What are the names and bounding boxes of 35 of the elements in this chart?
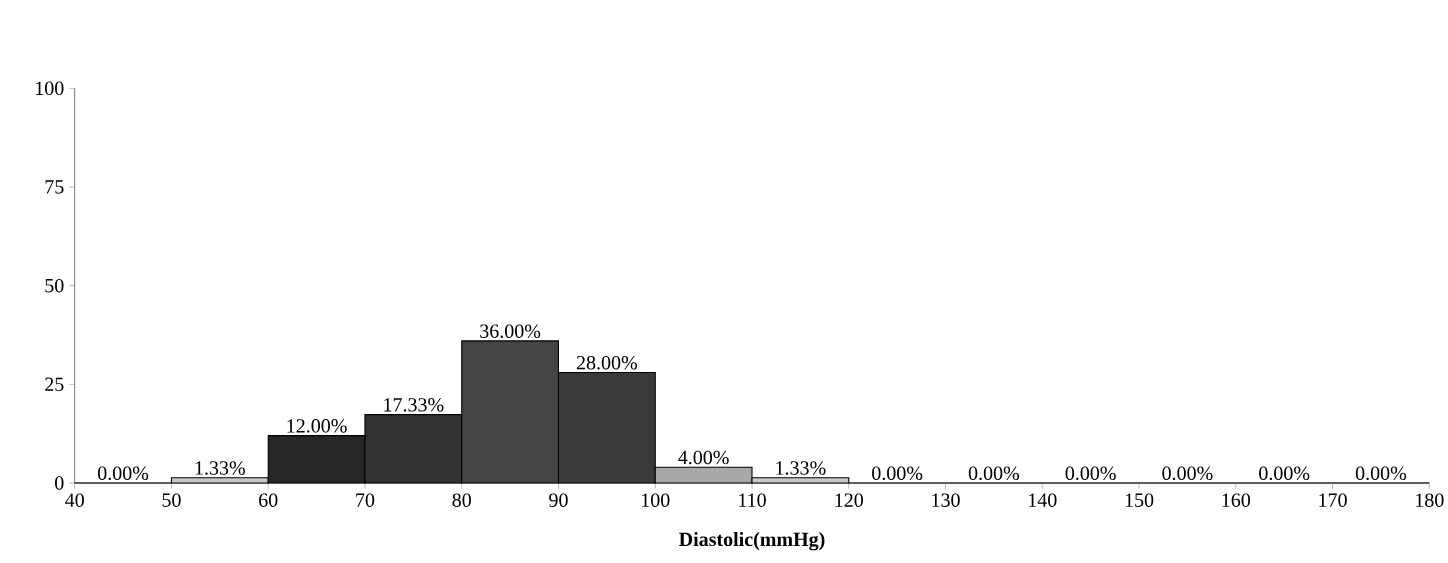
x-tick-label: 150 <box>1125 493 1154 507</box>
x-tick-label: 180 <box>1416 493 1444 507</box>
data-label: 0.00% <box>1065 466 1116 481</box>
x-tick-label: 170 <box>1319 493 1347 507</box>
x-tick-label: 130 <box>932 493 960 507</box>
y-tick-label: 25 <box>45 377 64 392</box>
data-label: 0.00% <box>872 466 923 481</box>
y-tick-label: 0 <box>55 476 64 490</box>
x-tick-label: 40 <box>65 493 84 507</box>
data-label: 0.00% <box>1162 466 1213 481</box>
data-label: 1.33% <box>195 461 245 475</box>
y-tick-label: 75 <box>45 180 64 194</box>
y-tick-label: 50 <box>45 278 64 293</box>
data-label: 1.33% <box>776 461 826 475</box>
data-label: 36.00% <box>480 324 541 338</box>
data-label: 12.00% <box>287 419 347 433</box>
data-label: 28.00% <box>576 355 638 370</box>
x-tick-label: 120 <box>835 493 864 507</box>
x-tick-label: 100 <box>642 493 670 507</box>
data-label: 0.00% <box>968 466 1020 481</box>
x-tick-label: 70 <box>356 493 375 507</box>
x-tick-label: 160 <box>1222 493 1251 507</box>
x-tick-label: 110 <box>739 493 766 507</box>
x-tick-label: 50 <box>162 493 181 507</box>
data-label: 17.33% <box>384 398 444 412</box>
x-tick-label: 90 <box>549 493 568 507</box>
y-tick-label: 100 <box>36 81 64 96</box>
x-axis-title: Diastolic(mmHg) <box>679 532 825 551</box>
data-label: 0.00% <box>1259 466 1310 481</box>
data-label: 0.00% <box>1355 466 1407 481</box>
x-tick-label: 80 <box>452 493 471 507</box>
x-tick-label: 140 <box>1029 493 1057 507</box>
data-label: 4.00% <box>678 450 729 465</box>
data-label: 0.00% <box>97 466 149 481</box>
x-tick-label: 60 <box>259 493 278 507</box>
